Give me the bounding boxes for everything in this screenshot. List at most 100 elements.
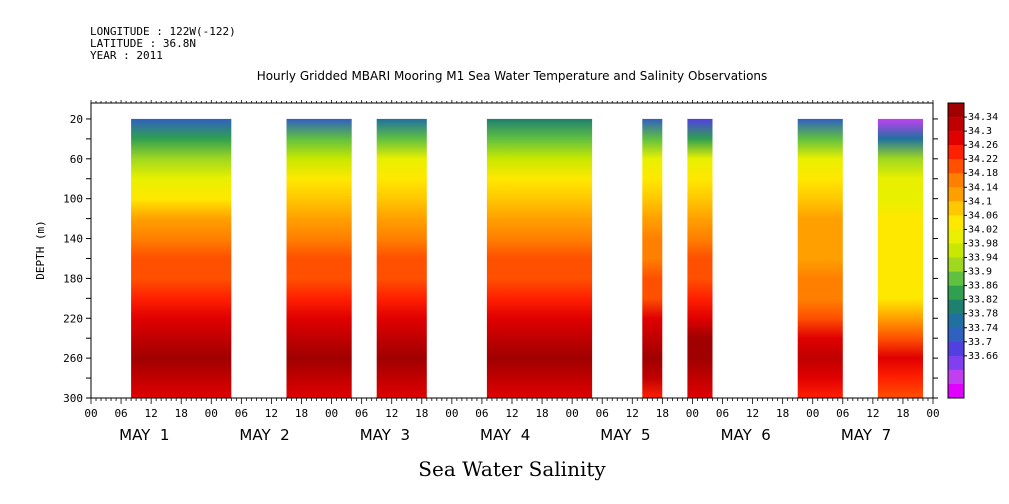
colorbar-swatch [948,145,964,160]
x-hour-tick-label: 12 [505,407,518,420]
x-hour-tick-label: 00 [686,407,699,420]
colorbar-swatch [948,341,964,357]
x-hour-tick-label: 12 [265,407,278,420]
x-hour-tick-label: 06 [355,407,368,420]
y-tick-label: 300 [63,392,83,405]
colorbar-label: 33.66 [968,351,998,362]
year-label: YEAR : 2011 [90,49,163,62]
x-hour-tick-label: 12 [866,407,879,420]
x-hour-tick-label: 00 [325,407,338,420]
colorbar-swatch [948,187,964,202]
colorbar-swatch [948,257,964,272]
colorbar-label: 33.7 [968,337,992,348]
x-axis: 00 06 12 18 00 06 12 18 00 06 12 18 00 06 12 18 00 06 12 18… [84,398,940,444]
x-hour-tick-label: 00 [926,407,939,420]
colorbar: 34.34 34.3 34.26 34.22 34.18 34.14 34.1 34.06 34… [947,102,998,399]
x-day-label: MAY 4 [480,426,530,444]
y-tick-label: 20 [70,113,83,126]
colorbar-swatch [948,243,964,258]
colorbar-label: 34.1 [968,196,992,207]
colorbar-label: 33.74 [968,323,998,334]
x-day-label: MAY 7 [841,426,891,444]
data-segment-1 [131,118,232,399]
data-segment-3 [376,118,427,399]
colorbar-label: 33.78 [968,309,998,320]
longitude-label: LONGITUDE : 122W(-122) [90,25,236,38]
x-hour-tick-label: 00 [566,407,579,420]
colorbar-label: 33.82 [968,295,998,306]
colorbar-swatch [948,201,964,216]
x-hour-tick-label: 06 [114,407,127,420]
colorbar-swatch [948,215,964,230]
colorbar-swatch [948,271,964,286]
colorbar-swatch [948,229,964,244]
plot-area [131,118,923,399]
x-hour-tick-label: 06 [596,407,609,420]
colorbar-label: 34.22 [968,154,998,165]
colorbar-frame [947,102,965,399]
x-hour-tick-label: 12 [746,407,759,420]
x-day-label: MAY 6 [721,426,771,444]
data-segment-8 [877,118,923,399]
colorbar-label: 34.18 [968,168,998,179]
colorbar-label: 34.06 [968,210,998,221]
x-hour-tick-label: 12 [145,407,158,420]
top-minor-ticks [90,100,934,103]
x-hour-tick-label: 12 [626,407,639,420]
x-day-label: MAY 2 [239,426,289,444]
colorbar-swatch [948,103,964,118]
x-day-label: MAY 1 [119,426,169,444]
y-tick-label: 220 [63,312,83,325]
y-tick-label: 100 [63,193,83,206]
colorbar-label: 33.9 [968,267,992,278]
colorbar-swatch [948,369,964,385]
colorbar-swatch [948,173,964,188]
colorbar-swatch [948,285,964,300]
colorbar-swatch [948,383,964,399]
data-segment-5 [642,118,663,399]
colorbar-label: 34.34 [968,112,998,123]
colorbar-label: 34.02 [968,224,998,235]
x-hour-tick-label: 06 [475,407,488,420]
x-hour-tick-label: 12 [385,407,398,420]
x-hour-tick-label: 18 [535,407,548,420]
colorbar-swatch [948,355,964,371]
colorbar-swatch [948,159,964,174]
x-hour-tick-label: 00 [205,407,218,420]
latitude-label: LATITUDE : 36.8N [90,37,196,50]
colorbar-label: 33.98 [968,238,998,249]
x-hour-tick-label: 06 [836,407,849,420]
colorbar-swatch [948,131,964,146]
data-segment-7 [797,118,843,399]
x-hour-tick-label: 18 [656,407,669,420]
data-segment-6 [687,118,713,399]
x-hour-tick-label: 00 [84,407,97,420]
y-tick-label: 260 [63,352,83,365]
y-tick-label: 180 [63,272,83,285]
x-hour-tick-label: 00 [806,407,819,420]
colorbar-swatch [948,327,964,343]
x-hour-tick-label: 18 [896,407,909,420]
colorbar-label: 33.86 [968,281,998,292]
colorbar-swatch [948,313,964,329]
y-axis-title: DEPTH (m) [34,220,47,280]
x-hour-tick-label: 06 [235,407,248,420]
colorbar-label: 34.3 [968,126,992,137]
data-segment-2 [286,118,352,399]
colorbar-label: 33.94 [968,253,998,264]
x-hour-tick-label: 18 [295,407,308,420]
y-axis: 20 60 100 140 180 220 260 300 [63,113,938,405]
x-hour-tick-label: 06 [716,407,729,420]
x-day-label: MAY 5 [600,426,650,444]
x-hour-tick-label: 18 [776,407,789,420]
colorbar-swatch [948,117,964,132]
colorbar-label: 34.26 [968,140,998,151]
data-segment-4 [486,118,593,399]
chart-title: Hourly Gridded MBARI Mooring M1 Sea Wate… [257,69,768,83]
colorbar-label: 34.14 [968,182,998,193]
y-tick-label: 60 [70,153,83,166]
y-tick-label: 140 [63,233,83,246]
x-hour-tick-label: 18 [415,407,428,420]
x-hour-tick-label: 00 [445,407,458,420]
